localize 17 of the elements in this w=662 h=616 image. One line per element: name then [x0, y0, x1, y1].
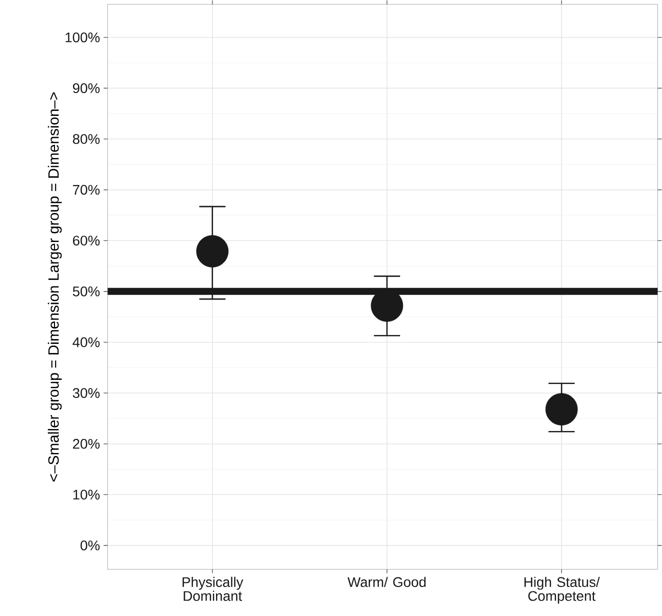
y-tick-label: 80%	[72, 134, 100, 144]
x-tick-label: High Status/ Competent	[524, 576, 600, 604]
point	[545, 393, 578, 426]
y-axis-title: <–Smaller group = Dimension Larger group = Dimension–>	[48, 92, 62, 482]
y-tick-label: 20%	[73, 438, 100, 449]
x-tick-label: Physically Dominant	[182, 576, 244, 601]
y-tick-label: 30%	[72, 388, 100, 398]
y-tick-label: 70%	[73, 184, 100, 195]
y-tick-label: 10%	[73, 490, 100, 500]
y-tick-label: 90%	[72, 83, 100, 94]
y-tick-label: 50%	[72, 286, 100, 296]
y-tick-label: 100%	[66, 32, 100, 42]
y-tick-label: 40%	[72, 337, 100, 348]
point	[196, 235, 229, 268]
x-tick-label: Warm/ Good	[348, 576, 426, 587]
y-tick-label: 60%	[73, 236, 100, 246]
y-tick-label: 0%	[80, 540, 100, 550]
